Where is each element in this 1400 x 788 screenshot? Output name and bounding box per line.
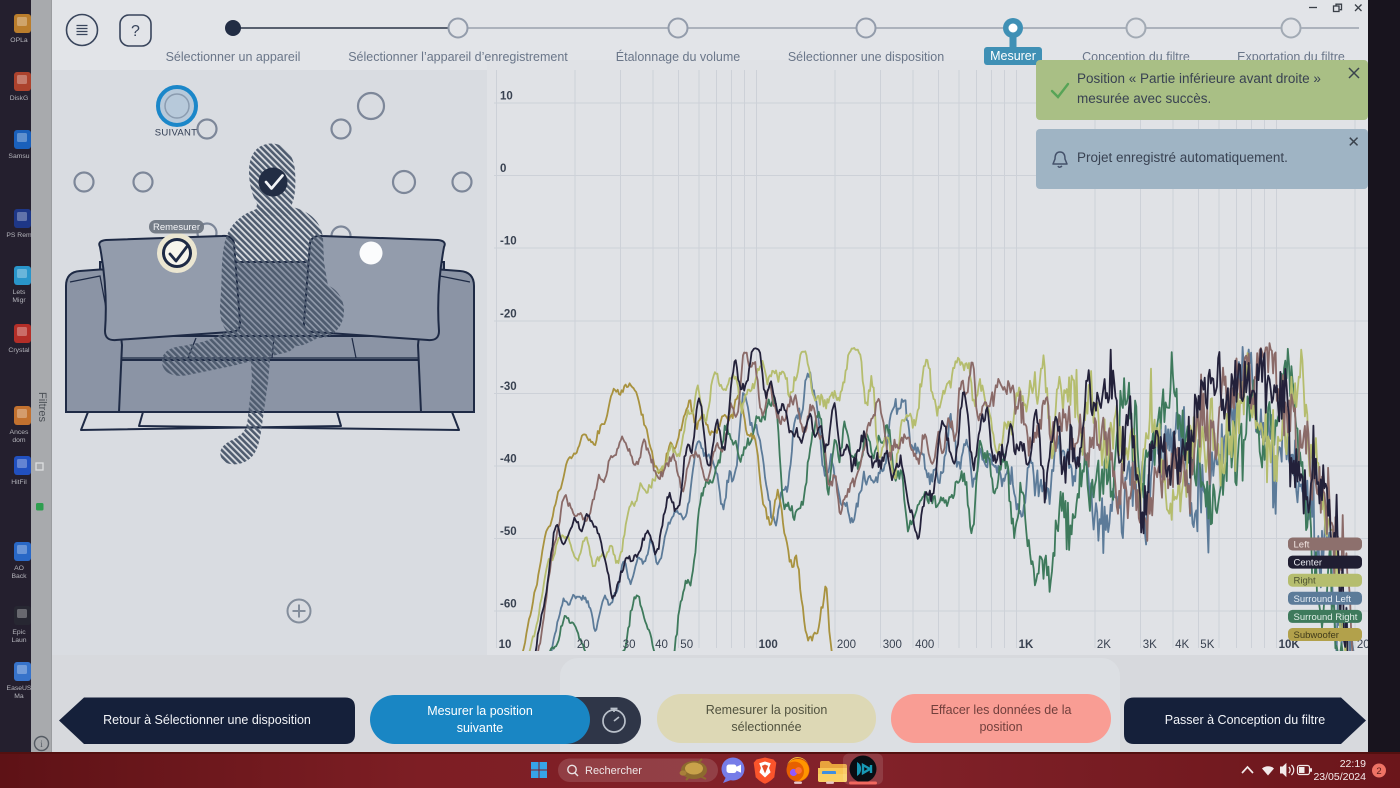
svg-text:AO: AO xyxy=(14,565,24,572)
svg-text:Subwoofer: Subwoofer xyxy=(1294,630,1339,641)
svg-text:Samsu: Samsu xyxy=(8,153,29,160)
svg-text:20K: 20K xyxy=(1357,639,1378,651)
svg-text:50: 50 xyxy=(680,639,693,651)
svg-text:200: 200 xyxy=(837,639,856,651)
svg-text:30: 30 xyxy=(623,639,636,651)
svg-text:10: 10 xyxy=(499,639,512,651)
svg-text:Ma: Ma xyxy=(14,693,24,700)
svg-text:-50: -50 xyxy=(500,526,517,538)
svg-text:-10: -10 xyxy=(500,236,517,248)
svg-text:40: 40 xyxy=(655,639,668,651)
svg-text:dom: dom xyxy=(12,437,26,444)
svg-text:Lets: Lets xyxy=(13,289,26,296)
svg-text:Ances: Ances xyxy=(10,429,29,436)
svg-text:Surround Right: Surround Right xyxy=(1294,612,1358,623)
svg-text:EaseUS: EaseUS xyxy=(7,685,32,692)
svg-text:2K: 2K xyxy=(1097,639,1111,651)
svg-text:Remesurer: Remesurer xyxy=(153,222,200,233)
svg-text:OPLa: OPLa xyxy=(10,37,28,44)
svg-text:300: 300 xyxy=(883,639,902,651)
svg-text:Crystal: Crystal xyxy=(8,347,30,354)
svg-text:0: 0 xyxy=(500,163,506,175)
svg-text:4K: 4K xyxy=(1175,639,1189,651)
svg-text:20: 20 xyxy=(577,639,590,651)
svg-text:400: 400 xyxy=(915,639,934,651)
svg-text:DiskG: DiskG xyxy=(10,95,29,102)
svg-text:-60: -60 xyxy=(500,599,517,611)
svg-text:SUIVANT: SUIVANT xyxy=(155,128,198,139)
svg-text:Epic: Epic xyxy=(12,629,26,636)
svg-text:Left: Left xyxy=(1294,540,1310,551)
svg-text:-30: -30 xyxy=(500,381,517,393)
svg-text:?: ? xyxy=(131,23,140,40)
svg-text:Surround Left: Surround Left xyxy=(1294,594,1352,605)
svg-text:-20: -20 xyxy=(500,308,517,320)
svg-text:Back: Back xyxy=(11,573,27,580)
svg-text:Right: Right xyxy=(1294,576,1317,587)
svg-text:i: i xyxy=(40,739,43,749)
svg-text:PS Rem: PS Rem xyxy=(6,232,32,239)
svg-text:HitFil: HitFil xyxy=(11,479,27,486)
svg-text:Center: Center xyxy=(1294,558,1323,569)
svg-text:5K: 5K xyxy=(1200,639,1214,651)
svg-text:3K: 3K xyxy=(1143,639,1157,651)
svg-text:10K: 10K xyxy=(1279,639,1301,651)
svg-text:10: 10 xyxy=(500,91,513,103)
svg-text:100: 100 xyxy=(759,639,778,651)
svg-text:1K: 1K xyxy=(1019,639,1034,651)
svg-text:Migr: Migr xyxy=(12,297,26,304)
svg-text:-40: -40 xyxy=(500,454,517,466)
svg-text:Laun: Laun xyxy=(11,637,26,644)
